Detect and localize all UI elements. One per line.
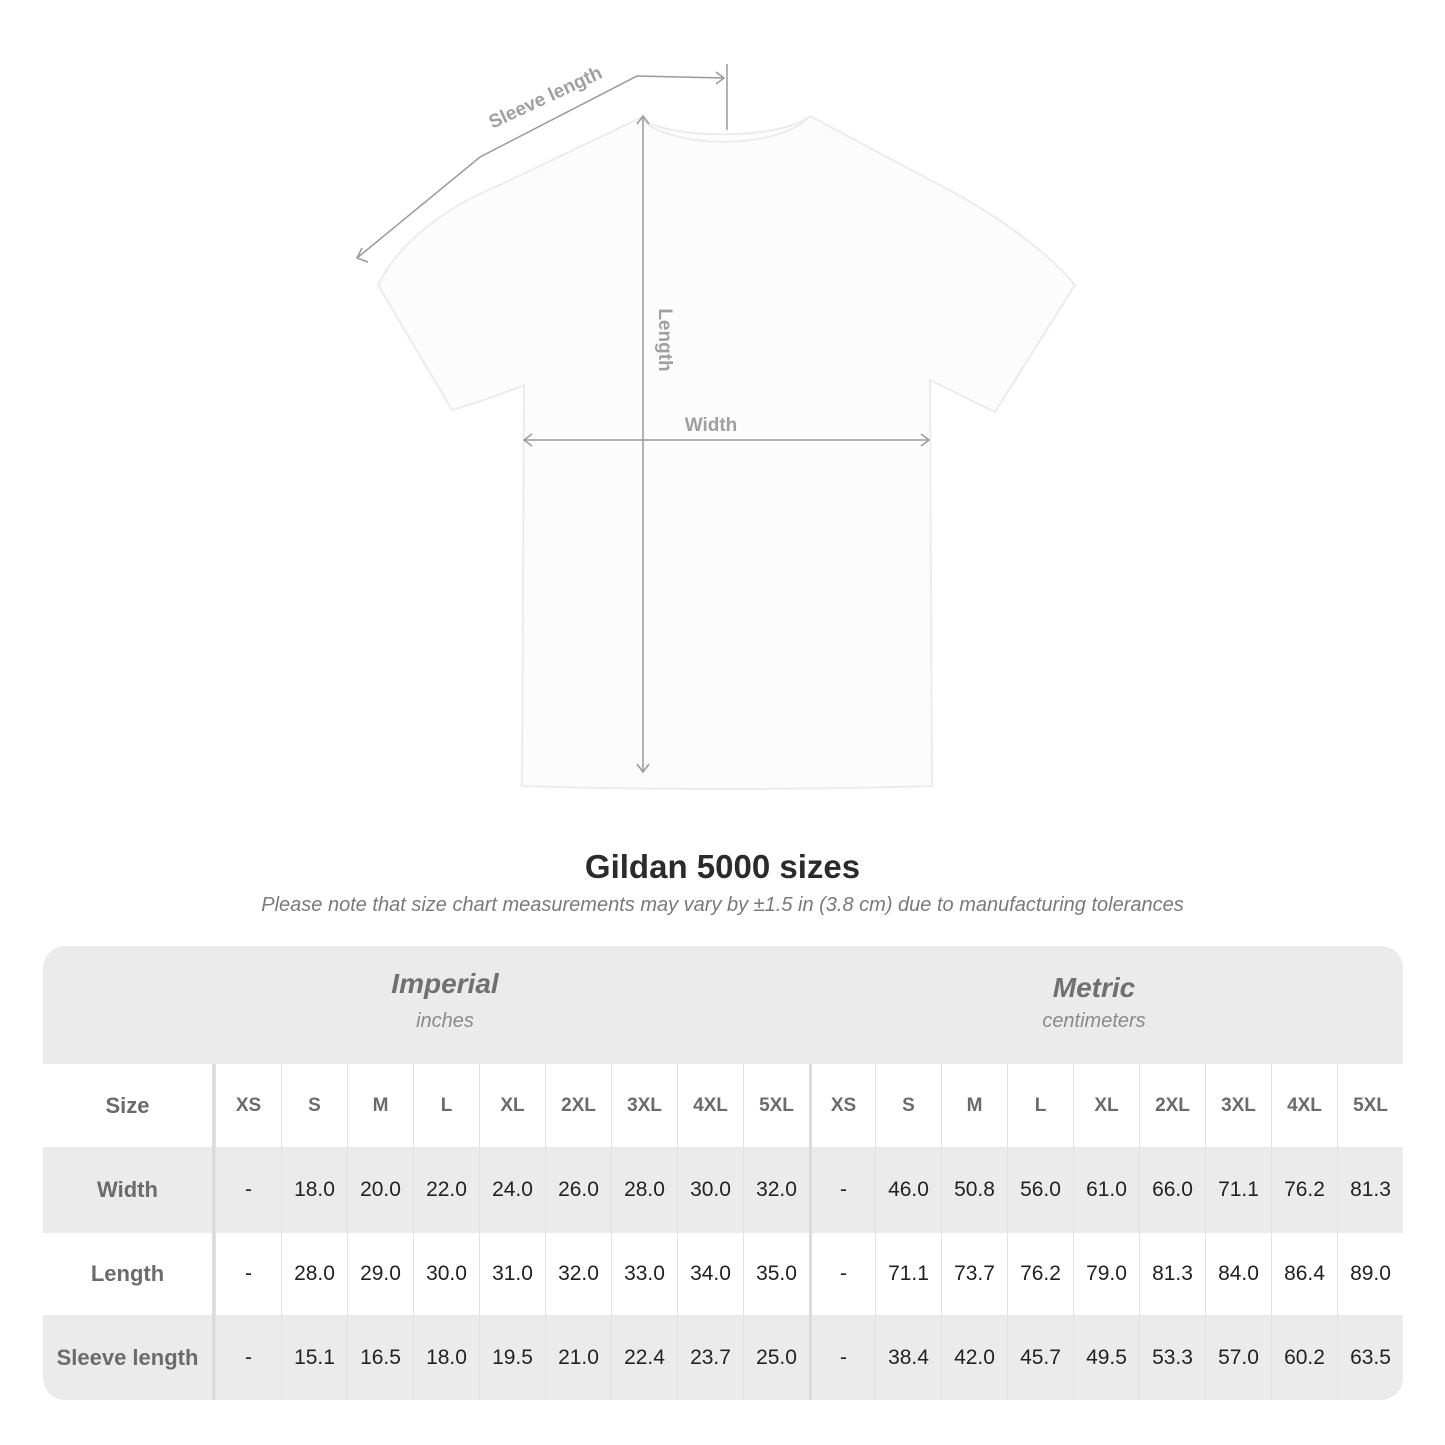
table-cell: 76.2: [1007, 1233, 1073, 1315]
size-header-cell: XS: [809, 1064, 875, 1147]
table-cell: 66.0: [1139, 1147, 1205, 1233]
table-cell: 60.2: [1271, 1315, 1337, 1400]
length-label: Length: [654, 308, 675, 371]
table-cell: 46.0: [875, 1147, 941, 1233]
size-header-cell: XS: [215, 1064, 281, 1147]
table-cell: 15.1: [281, 1315, 347, 1400]
table-cell: 18.0: [281, 1147, 347, 1233]
sleeve-line: [356, 75, 725, 259]
table-cell: 49.5: [1073, 1315, 1139, 1400]
table-cell: 21.0: [545, 1315, 611, 1400]
size-header-cell: S: [875, 1064, 941, 1147]
table-cell: 81.3: [1337, 1147, 1403, 1233]
tolerance-note: Please note that size chart measurements…: [261, 894, 1184, 916]
table-cell: 28.0: [281, 1233, 347, 1315]
table-cell: 61.0: [1073, 1147, 1139, 1233]
tshirt-diagram: Sleeve length Length Width: [355, 63, 1077, 790]
table-cell: 16.5: [347, 1315, 413, 1400]
table-cell: 19.5: [479, 1315, 545, 1400]
table-cell: 32.0: [545, 1233, 611, 1315]
size-header-cell: 4XL: [677, 1064, 743, 1147]
table-cell: 20.0: [347, 1147, 413, 1233]
size-header-cell: 2XL: [545, 1064, 611, 1147]
tshirt-collar: [639, 115, 811, 143]
table-cell: 23.7: [677, 1315, 743, 1400]
table-row: Sleeve length -15.1 16.5 18.0 19.5 21.0 22.4 23…: [43, 1315, 1403, 1400]
metric-title: Metric: [1052, 972, 1136, 1003]
row-label: Width: [43, 1147, 215, 1233]
table-cell: 86.4: [1271, 1233, 1337, 1315]
table-cell: 89.0: [1337, 1233, 1403, 1315]
table-cell: 71.1: [1205, 1147, 1271, 1233]
table-row: Width -18.0 20.0 22.0 24.0 26.0 28.0 30.0 32.0-4…: [43, 1147, 1403, 1233]
size-header-cell: M: [941, 1064, 1007, 1147]
imperial-title: Imperial: [391, 968, 499, 999]
tshirt-shape: [376, 114, 1077, 790]
imperial-header: Imperial inches: [215, 968, 675, 1033]
size-header-cell: S: [281, 1064, 347, 1147]
metric-unit: centimeters: [1042, 1010, 1146, 1032]
table-cell: 26.0: [545, 1147, 611, 1233]
table-cell: -: [809, 1147, 875, 1233]
table-cell: 81.3: [1139, 1233, 1205, 1315]
size-table: Imperial inches Metric centimeters Size X…: [43, 946, 1403, 1400]
table-cell: 31.0: [479, 1233, 545, 1315]
size-header-cell: 3XL: [1205, 1064, 1271, 1147]
row-label: Length: [43, 1233, 215, 1315]
table-cell: 63.5: [1337, 1315, 1403, 1400]
table-cell: 50.8: [941, 1147, 1007, 1233]
table-cell: -: [215, 1233, 281, 1315]
table-cell: 45.7: [1007, 1315, 1073, 1400]
chart-title: Gildan 5000 sizes: [584, 848, 861, 885]
size-header-cell: 3XL: [611, 1064, 677, 1147]
table-cell: 53.3: [1139, 1315, 1205, 1400]
table-cell: 30.0: [677, 1147, 743, 1233]
size-header-cell: L: [413, 1064, 479, 1147]
row-label: Sleeve length: [43, 1315, 215, 1400]
table-cell: 25.0: [743, 1315, 809, 1400]
table-cell: 35.0: [743, 1233, 809, 1315]
table-cell: 33.0: [611, 1233, 677, 1315]
table-cell: 71.1: [875, 1233, 941, 1315]
row-label: Size: [43, 1064, 215, 1147]
imperial-unit: inches: [416, 1010, 474, 1032]
table-cell: 38.4: [875, 1315, 941, 1400]
table-cell: 28.0: [611, 1147, 677, 1233]
size-header-cell: XL: [479, 1064, 545, 1147]
table-cell: 76.2: [1271, 1147, 1337, 1233]
table-cell: 57.0: [1205, 1315, 1271, 1400]
size-header-cell: 5XL: [743, 1064, 809, 1147]
table-cell: -: [809, 1233, 875, 1315]
table-cell: 34.0: [677, 1233, 743, 1315]
table-cell: -: [809, 1315, 875, 1400]
table-row: Length -28.0 29.0 30.0 31.0 32.0 33.0 34.0 35.0-…: [43, 1233, 1403, 1315]
size-header-row: Size XS S M L XL 2XL 3XL 4XL 5XL XS S M L XL 2XL 3XL 4XL 5…: [43, 1064, 1403, 1147]
table-cell: -: [215, 1147, 281, 1233]
measure-lines: [355, 64, 931, 774]
table-cell: 18.0: [413, 1315, 479, 1400]
size-header-cell: M: [347, 1064, 413, 1147]
table-cell: 29.0: [347, 1233, 413, 1315]
table-cell: 42.0: [941, 1315, 1007, 1400]
table-cell: 56.0: [1007, 1147, 1073, 1233]
width-label: Width: [685, 415, 738, 436]
table-cell: 22.0: [413, 1147, 479, 1233]
table-cell: 24.0: [479, 1147, 545, 1233]
size-header-cell: 4XL: [1271, 1064, 1337, 1147]
table-cell: 22.4: [611, 1315, 677, 1400]
table-cell: -: [215, 1315, 281, 1400]
table-cell: 73.7: [941, 1233, 1007, 1315]
table-cell: 79.0: [1073, 1233, 1139, 1315]
size-header-cell: 2XL: [1139, 1064, 1205, 1147]
size-header-cell: L: [1007, 1064, 1073, 1147]
size-header-cell: 5XL: [1337, 1064, 1403, 1147]
size-header-cell: XL: [1073, 1064, 1139, 1147]
metric-header: Metric centimeters: [864, 972, 1324, 1033]
table-header: Imperial inches Metric centimeters: [43, 946, 1403, 1064]
table-cell: 32.0: [743, 1147, 809, 1233]
table-cell: 84.0: [1205, 1233, 1271, 1315]
table-cell: 30.0: [413, 1233, 479, 1315]
